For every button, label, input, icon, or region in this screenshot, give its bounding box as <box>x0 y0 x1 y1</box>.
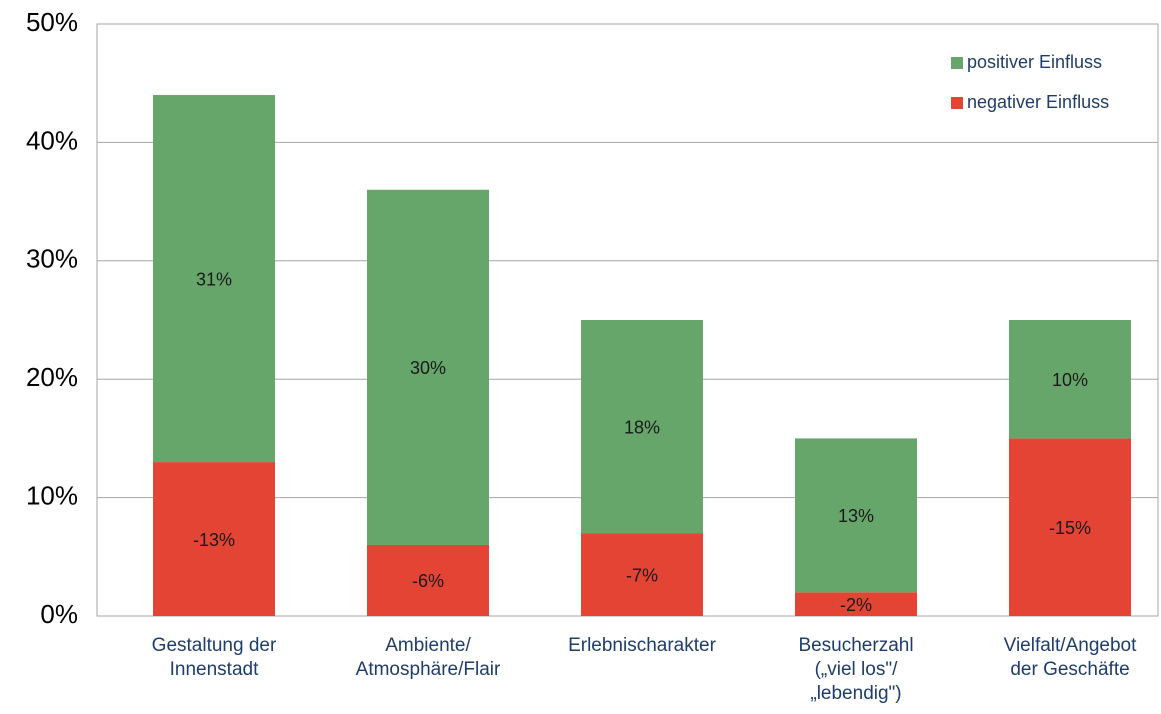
x-tick-label-line: Atmosphäre/Flair <box>356 659 501 680</box>
x-tick-label-line: Vielfalt/Angebot <box>1004 635 1137 656</box>
x-tick-label-line: Erlebnischarakter <box>568 635 717 656</box>
y-tick-label: 0% <box>40 599 78 629</box>
data-label: -2% <box>840 595 872 615</box>
data-label: 10% <box>1052 370 1088 390</box>
x-tick-label-line: „lebendig") <box>810 683 901 704</box>
x-tick-label: Ambiente/Atmosphäre/Flair <box>356 635 501 680</box>
bar-segment <box>581 320 703 534</box>
y-tick-label: 30% <box>26 244 78 274</box>
bar-segment <box>367 544 489 616</box>
bar-segment <box>153 462 275 616</box>
y-tick-label: 20% <box>26 362 78 392</box>
legend-label: positiver Einfluss <box>967 52 1102 72</box>
data-label: -13% <box>193 530 235 550</box>
y-tick-label: 50% <box>26 7 78 37</box>
data-label: 31% <box>196 269 232 289</box>
bar-segment <box>1009 320 1131 439</box>
data-label: 30% <box>410 358 446 378</box>
data-label: 13% <box>838 506 874 526</box>
x-tick-label-line: Besucherzahl <box>798 635 913 656</box>
data-label: -6% <box>412 571 444 591</box>
bar-segment <box>581 533 703 616</box>
bar-segment <box>153 95 275 463</box>
x-tick-label-line: der Geschäfte <box>1010 659 1129 680</box>
legend-swatch <box>951 97 963 109</box>
data-label: -15% <box>1049 518 1091 538</box>
x-tick-label: Vielfalt/Angebot der Geschäfte <box>1004 635 1137 680</box>
x-tick-label-line: Innenstadt <box>170 659 259 680</box>
legend-label: negativer Einfluss <box>967 92 1109 112</box>
y-tick-label: 40% <box>26 125 78 155</box>
bar-segment <box>367 189 489 545</box>
data-label: -7% <box>626 565 658 585</box>
y-tick-label: 10% <box>26 480 78 510</box>
x-tick-label: Erlebnischarakter <box>568 635 717 656</box>
x-tick-label: Gestaltung der Innenstadt <box>152 635 277 680</box>
x-tick-label-line: („viel los"/ <box>815 659 898 680</box>
bar-segment <box>795 438 917 593</box>
bar-segment <box>1009 438 1131 616</box>
x-tick-label-line: Gestaltung der <box>152 635 277 656</box>
legend-swatch <box>951 57 963 69</box>
bar-segment <box>795 592 917 616</box>
data-label: 18% <box>624 417 660 437</box>
x-tick-label: Besucherzahl („viel los"/ „lebendig") <box>798 635 913 704</box>
x-tick-label-line: Ambiente/ <box>385 635 471 656</box>
